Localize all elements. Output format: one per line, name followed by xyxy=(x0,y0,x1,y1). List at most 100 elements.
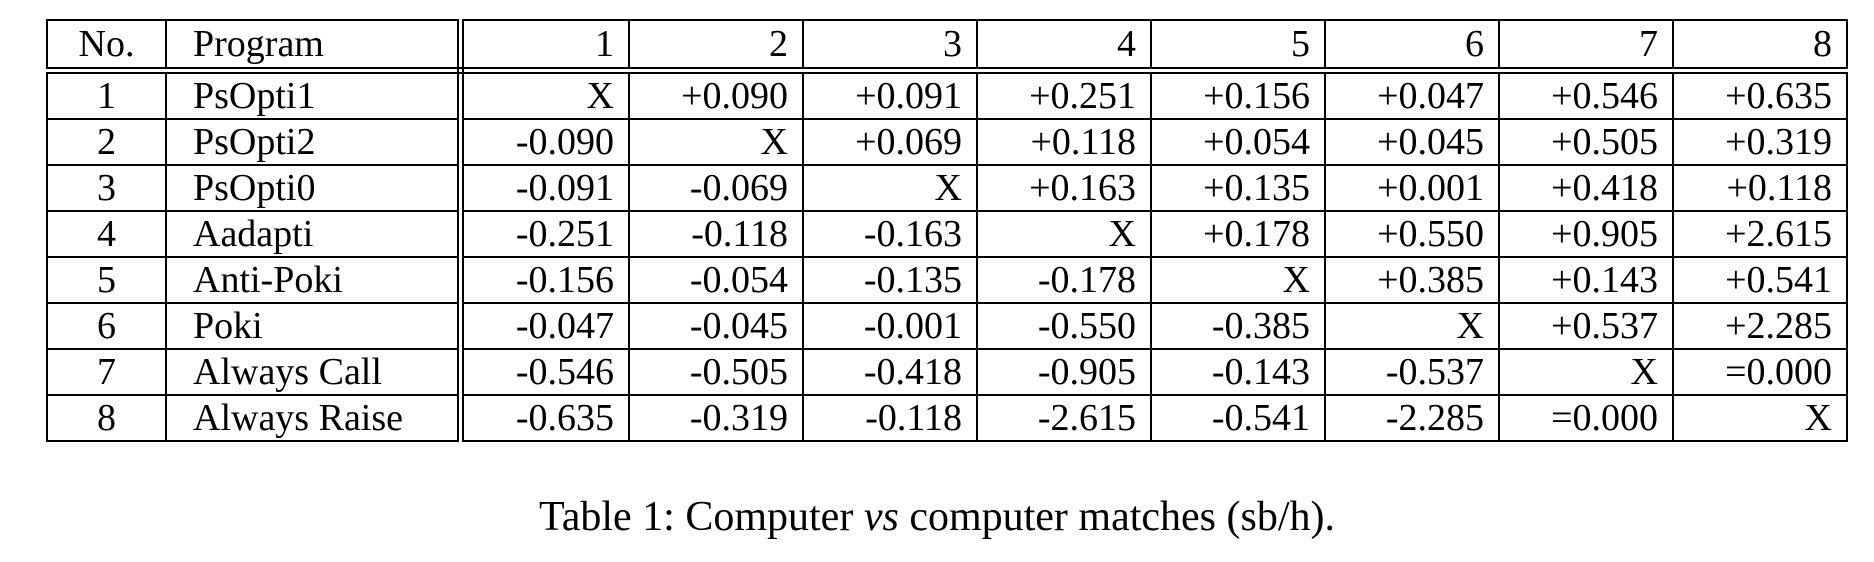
result-cell: -0.069 xyxy=(628,164,804,212)
result-cell: -0.001 xyxy=(802,302,978,350)
column-header: 1 xyxy=(459,19,630,74)
column-header: 6 xyxy=(1324,19,1500,74)
result-cell: -0.319 xyxy=(628,394,804,442)
result-cell: -0.546 xyxy=(459,348,630,396)
result-cell: -0.635 xyxy=(459,394,630,442)
result-cell: +2.285 xyxy=(1672,302,1848,350)
result-cell: -0.118 xyxy=(802,394,978,442)
result-cell: -0.541 xyxy=(1150,394,1326,442)
result-cell: +0.118 xyxy=(1672,164,1848,212)
result-cell: +0.069 xyxy=(802,118,978,166)
column-header: Program xyxy=(165,19,464,74)
result-cell: -0.091 xyxy=(459,164,630,212)
result-cell: +0.091 xyxy=(802,69,978,120)
result-cell: =0.000 xyxy=(1498,394,1674,442)
result-cell: -0.118 xyxy=(628,210,804,258)
result-cell: X xyxy=(459,69,630,120)
result-cell: -0.135 xyxy=(802,256,978,304)
result-cell: -0.156 xyxy=(459,256,630,304)
result-cell: X xyxy=(1498,348,1674,396)
result-cell: +0.319 xyxy=(1672,118,1848,166)
result-cell: +0.546 xyxy=(1498,69,1674,120)
program-name-cell: Aadapti xyxy=(165,210,464,258)
result-cell: =0.000 xyxy=(1672,348,1848,396)
result-cell: -0.550 xyxy=(976,302,1152,350)
result-cell: X xyxy=(802,164,978,212)
caption-emphasis: vs xyxy=(863,494,899,540)
result-cell: -0.418 xyxy=(802,348,978,396)
table-row: 6 Poki -0.047 -0.045 -0.001 -0.550 -0.385 X +0.5… xyxy=(46,302,1848,350)
table-header-row: No. Program 1 2 3 4 5 6 7 8 xyxy=(46,19,1848,74)
result-cell: -0.143 xyxy=(1150,348,1326,396)
result-cell: +0.541 xyxy=(1672,256,1848,304)
result-cell: +0.251 xyxy=(976,69,1152,120)
table-row: 7 Always Call -0.546 -0.505 -0.418 -0.905 -0.1… xyxy=(46,348,1848,396)
result-cell: -0.505 xyxy=(628,348,804,396)
result-cell: -2.285 xyxy=(1324,394,1500,442)
result-cell: +0.905 xyxy=(1498,210,1674,258)
table-row: 4 Aadapti -0.251 -0.118 -0.163 X +0.178 +0.550 +… xyxy=(46,210,1848,258)
result-cell: -0.178 xyxy=(976,256,1152,304)
result-cell: -0.537 xyxy=(1324,348,1500,396)
column-header: 8 xyxy=(1672,19,1848,74)
column-header: 3 xyxy=(802,19,978,74)
result-cell: X xyxy=(1324,302,1500,350)
column-header: No. xyxy=(46,19,167,74)
table-row: 5 Anti-Poki -0.156 -0.054 -0.135 -0.178 X +0.38… xyxy=(46,256,1848,304)
result-cell: -0.047 xyxy=(459,302,630,350)
result-cell: -0.905 xyxy=(976,348,1152,396)
result-cell: +0.118 xyxy=(976,118,1152,166)
result-cell: +0.385 xyxy=(1324,256,1500,304)
result-cell: X xyxy=(976,210,1152,258)
row-number-cell: 4 xyxy=(46,210,167,258)
result-cell: +0.178 xyxy=(1150,210,1326,258)
table-row: 3 PsOpti0 -0.091 -0.069 X +0.163 +0.135 +0.001 +… xyxy=(46,164,1848,212)
row-number-cell: 3 xyxy=(46,164,167,212)
results-table: No. Program 1 2 3 4 5 6 7 8 1 PsOpti1 X +0.090 +0.091… xyxy=(46,19,1848,442)
results-table-container: No. Program 1 2 3 4 5 6 7 8 1 PsOpti1 X +0.090 +0.091… xyxy=(46,19,1848,442)
result-cell: +0.505 xyxy=(1498,118,1674,166)
program-name-cell: PsOpti0 xyxy=(165,164,464,212)
row-number-cell: 6 xyxy=(46,302,167,350)
column-header: 2 xyxy=(628,19,804,74)
result-cell: +0.156 xyxy=(1150,69,1326,120)
row-number-cell: 8 xyxy=(46,394,167,442)
result-cell: +0.090 xyxy=(628,69,804,120)
row-number-cell: 1 xyxy=(46,69,167,120)
program-name-cell: Always Raise xyxy=(165,394,464,442)
result-cell: +0.047 xyxy=(1324,69,1500,120)
row-number-cell: 5 xyxy=(46,256,167,304)
column-header: 5 xyxy=(1150,19,1326,74)
result-cell: -0.251 xyxy=(459,210,630,258)
table-body: 1 PsOpti1 X +0.090 +0.091 +0.251 +0.156 +0.047 +… xyxy=(46,69,1848,442)
program-name-cell: Poki xyxy=(165,302,464,350)
table-row: 8 Always Raise -0.635 -0.319 -0.118 -2.615 -0.… xyxy=(46,394,1848,442)
result-cell: X xyxy=(628,118,804,166)
result-cell: +0.550 xyxy=(1324,210,1500,258)
result-cell: -0.163 xyxy=(802,210,978,258)
result-cell: +2.615 xyxy=(1672,210,1848,258)
result-cell: +0.135 xyxy=(1150,164,1326,212)
result-cell: +0.537 xyxy=(1498,302,1674,350)
program-name-cell: Anti-Poki xyxy=(165,256,464,304)
result-cell: +0.045 xyxy=(1324,118,1500,166)
result-cell: +0.054 xyxy=(1150,118,1326,166)
result-cell: +0.163 xyxy=(976,164,1152,212)
table-caption: Table 1: Computer vs computer matches (s… xyxy=(0,496,1874,538)
result-cell: X xyxy=(1672,394,1848,442)
program-name-cell: PsOpti2 xyxy=(165,118,464,166)
table-row: 1 PsOpti1 X +0.090 +0.091 +0.251 +0.156 +0.047 +… xyxy=(46,69,1848,120)
program-name-cell: PsOpti1 xyxy=(165,69,464,120)
result-cell: +0.635 xyxy=(1672,69,1848,120)
result-cell: -0.385 xyxy=(1150,302,1326,350)
result-cell: +0.143 xyxy=(1498,256,1674,304)
table-row: 2 PsOpti2 -0.090 X +0.069 +0.118 +0.054 +0.045 +… xyxy=(46,118,1848,166)
result-cell: -0.054 xyxy=(628,256,804,304)
result-cell: -2.615 xyxy=(976,394,1152,442)
column-header: 7 xyxy=(1498,19,1674,74)
row-number-cell: 2 xyxy=(46,118,167,166)
program-name-cell: Always Call xyxy=(165,348,464,396)
result-cell: -0.045 xyxy=(628,302,804,350)
column-header: 4 xyxy=(976,19,1152,74)
caption-suffix: computer matches (sb/h). xyxy=(898,494,1336,540)
